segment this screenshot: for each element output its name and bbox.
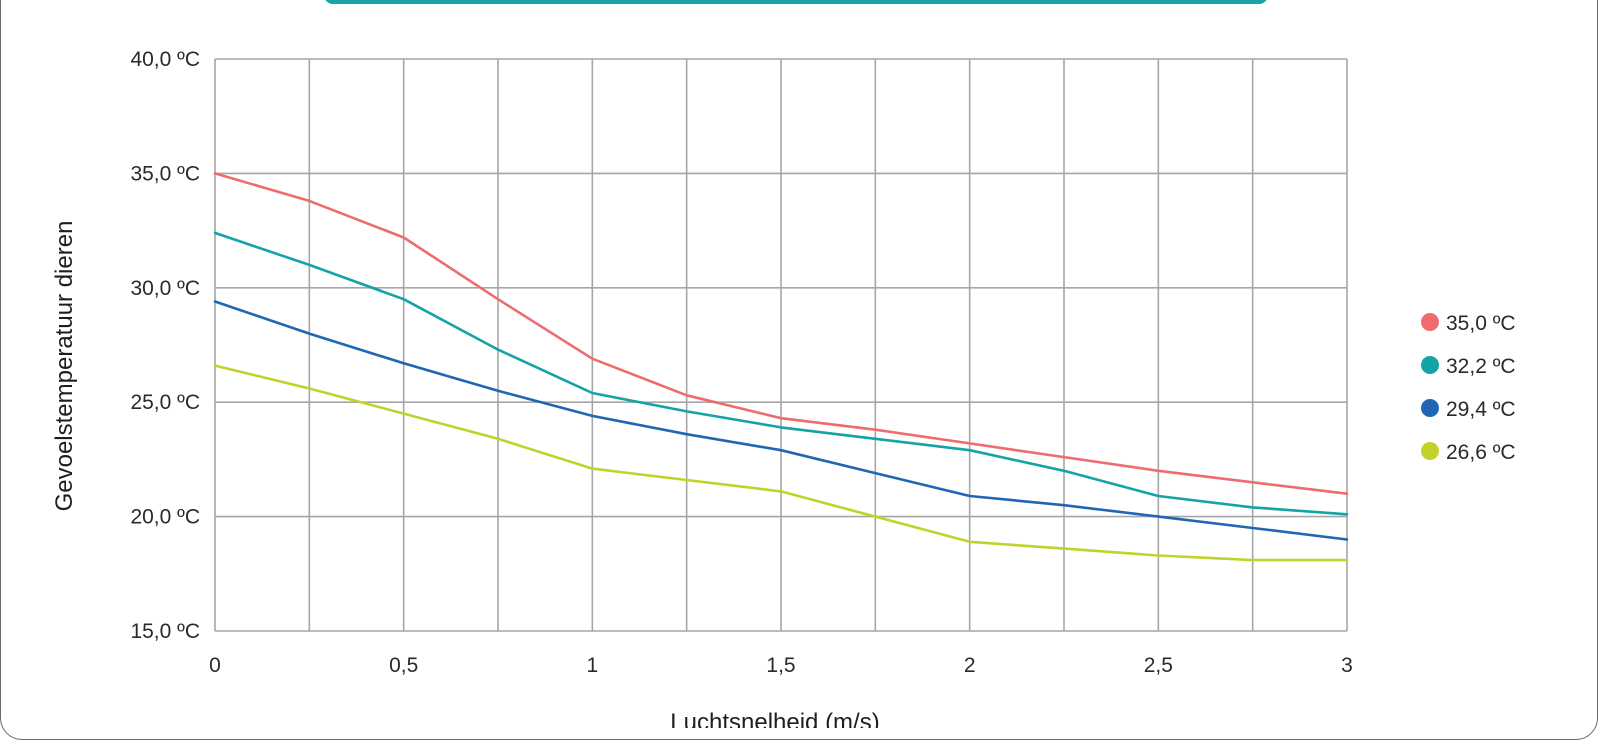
x-axis-ticks: 0 0,5 1 1,5 2 2,5 3 [209,654,1353,677]
y-tick-label: 30,0 ºC [130,277,200,300]
y-tick-label: 15,0 ºC [130,620,200,643]
series-line [213,300,1349,541]
chart-series [213,172,1349,562]
header-bar [324,0,1268,4]
legend-marker [1421,442,1439,460]
x-tick-label: 2 [964,654,976,677]
chart-grid [214,58,1348,632]
x-tick-label: 0,5 [389,654,418,677]
x-tick-label: 1 [586,654,598,677]
legend-label: 32,2 ºC [1446,355,1516,378]
x-tick-label: 3 [1341,654,1353,677]
legend-label: 26,6 ºC [1446,441,1516,464]
y-tick-label: 40,0 ºC [130,48,200,71]
series-line [213,364,1349,562]
y-tick-label: 35,0 ºC [130,162,200,185]
legend-marker [1421,356,1439,374]
legend-marker [1421,399,1439,417]
y-tick-label: 20,0 ºC [130,506,200,529]
series-line [213,231,1349,516]
legend-label: 35,0 ºC [1446,312,1516,335]
x-axis-title: Luchtsnelheid (m/s) [670,709,879,728]
y-tick-label: 25,0 ºC [130,391,200,414]
y-axis-ticks: 40,0 ºC 35,0 ºC 30,0 ºC 25,0 ºC 20,0 ºC 15,0 … [130,48,200,643]
x-tick-label: 2,5 [1144,654,1173,677]
y-axis-title: Gevoelstemperatuur dieren [51,221,78,512]
legend-label: 29,4 ºC [1446,398,1516,421]
x-tick-label: 1,5 [766,654,795,677]
chart-legend: 35,0 ºC 32,2 ºC 29,4 ºC 26,6 ºC [1421,312,1516,464]
x-tick-label: 0 [209,654,221,677]
series-line [213,172,1349,496]
legend-marker [1421,313,1439,331]
